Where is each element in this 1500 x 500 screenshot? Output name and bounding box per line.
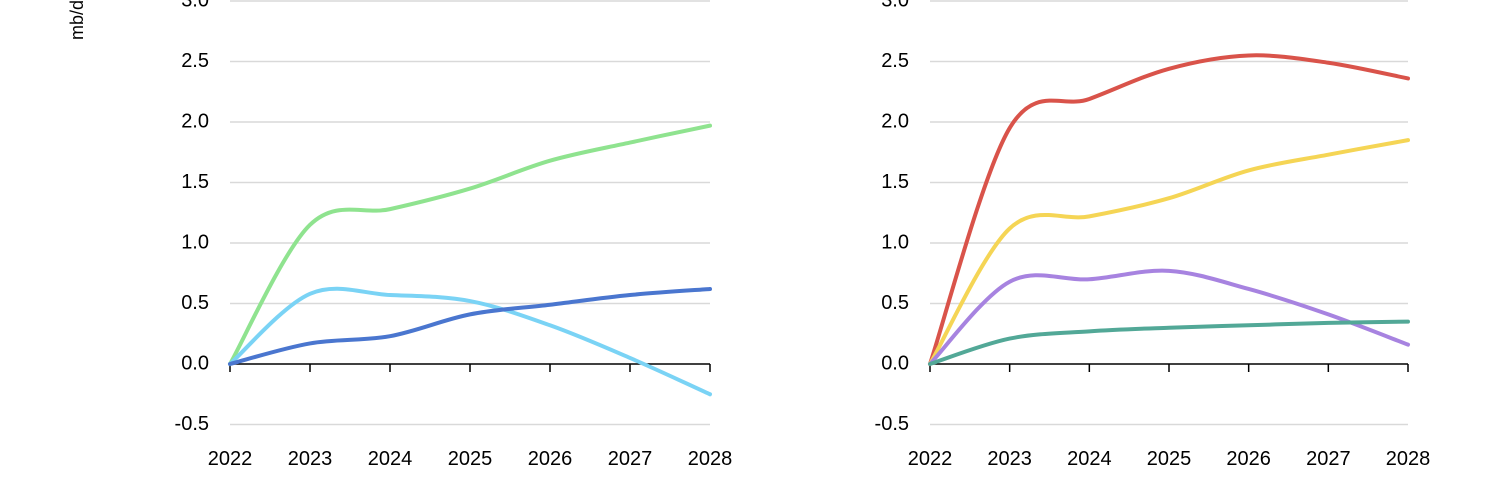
y-tick-label: 1.5 [181,171,209,193]
x-tick-label: 2022 [208,448,253,470]
series-line [228,123,712,366]
x-tick-label: 2026 [528,448,573,470]
y-tick-label: -0.5 [175,413,209,435]
y-tick-label: 3.0 [881,0,909,11]
y-tick-label: 2.5 [181,50,209,72]
y-tick-label: 0.0 [881,352,909,374]
x-tick-label: 2027 [1306,448,1351,470]
y-tick-label: 1.5 [881,171,909,193]
x-tick-label: 2025 [1147,448,1192,470]
y-axis-label: mb/d [67,0,87,40]
series-line [228,286,712,397]
series-line [928,138,1410,366]
series-line [228,286,712,366]
series-line [928,319,1410,366]
y-tick-label: 0.5 [181,292,209,314]
x-tick-label: 2023 [288,448,333,470]
y-tick-label: 1.0 [181,231,209,253]
y-tick-label: 2.5 [881,50,909,72]
x-tick-label: 2026 [1226,448,1271,470]
y-tick-label: 3.0 [181,0,209,11]
y-tick-label: 2.0 [181,110,209,132]
x-tick-label: 2028 [688,448,733,470]
y-tick-label: 2.0 [881,110,909,132]
y-tick-label: 1.0 [881,231,909,253]
x-tick-label: 2028 [1386,448,1431,470]
x-tick-label: 2024 [1067,448,1112,470]
x-tick-label: 2025 [448,448,493,470]
x-tick-label: 2027 [608,448,653,470]
series-line [928,268,1410,366]
series-line [928,53,1410,366]
y-tick-label: -0.5 [875,413,909,435]
x-tick-label: 2022 [908,448,953,470]
y-tick-label: 0.5 [881,292,909,314]
x-tick-label: 2023 [987,448,1032,470]
x-tick-label: 2024 [368,448,413,470]
y-tick-label: 0.0 [181,352,209,374]
